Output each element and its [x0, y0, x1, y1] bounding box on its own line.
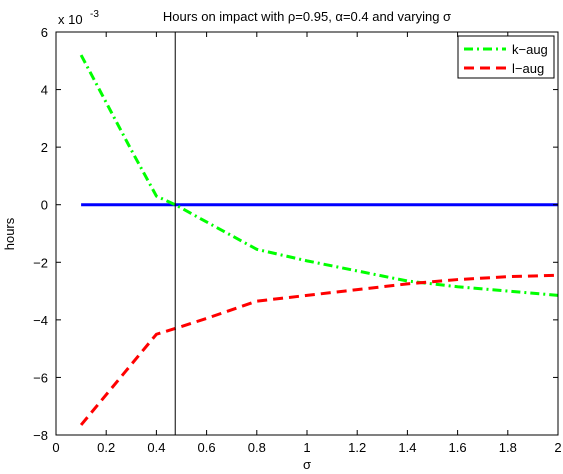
y-tick-label: 4: [41, 83, 48, 98]
x-tick-label: 0.8: [248, 440, 266, 455]
x-tick-label: 1.8: [499, 440, 517, 455]
x-tick-label: 1.2: [348, 440, 366, 455]
legend-label-l-aug: l−aug: [512, 61, 544, 76]
y-tick-label: 2: [41, 140, 48, 155]
x-tick-label: 1.4: [398, 440, 416, 455]
series-line-kaug: [79, 54, 559, 297]
x-axis-label: σ: [303, 457, 311, 472]
y-tick-label: −2: [33, 255, 48, 270]
y-tick-label: −6: [33, 370, 48, 385]
x-tick-label: 2: [554, 440, 561, 455]
x-tick-label: 1: [303, 440, 310, 455]
x-tick-label: 0.6: [198, 440, 216, 455]
series-line-laug: [79, 273, 559, 426]
legend-box: [457, 35, 555, 79]
x-tick-label: 0: [52, 440, 59, 455]
y-tick-label: 6: [41, 25, 48, 40]
y-exponent-power: -3: [90, 9, 99, 20]
x-tick-label: 0.2: [97, 440, 115, 455]
y-axis-ticks: −8 −6 −4 −2 0 2 4 6: [33, 25, 558, 443]
chart-title: Hours on impact with ρ=0.95, α=0.4 and v…: [163, 9, 451, 24]
x-axis-ticks: 0 0.2 0.4 0.6 0.8 1 1.2 1.4 1.6 1.8 2: [52, 32, 562, 455]
legend: k−aug l−aug: [457, 35, 555, 79]
legend-label-k-aug: k−aug: [512, 42, 548, 57]
y-tick-label: −4: [33, 313, 48, 328]
y-exponent-label: x 10: [58, 12, 83, 27]
plot-area: [56, 32, 558, 435]
y-tick-label: 0: [41, 198, 48, 213]
x-tick-label: 1.6: [449, 440, 467, 455]
series-layer: [79, 54, 559, 426]
y-tick-label: −8: [33, 428, 48, 443]
y-axis-label: hours: [2, 217, 17, 250]
x-tick-label: 0.4: [147, 440, 165, 455]
